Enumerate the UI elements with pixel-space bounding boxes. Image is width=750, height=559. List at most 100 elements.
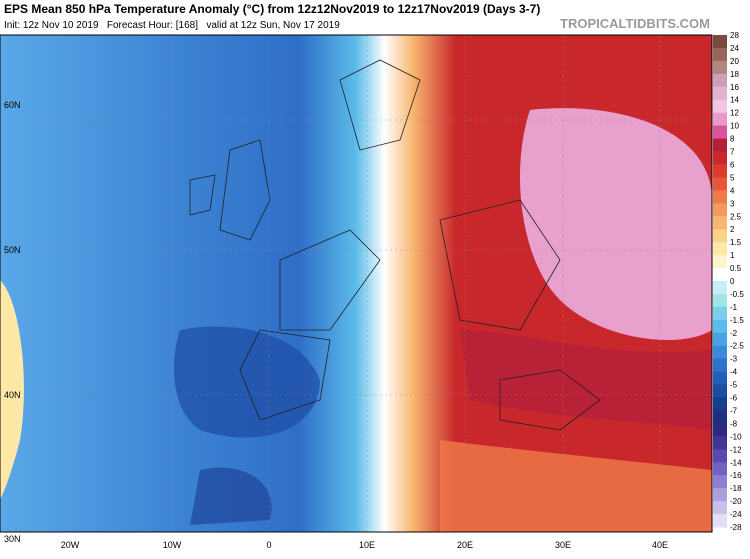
colorbar-label: 5	[730, 173, 735, 182]
colorbar-label: -12	[730, 445, 742, 454]
colorbar-label: -1.5	[730, 316, 744, 325]
cold-core	[174, 326, 320, 438]
colorbar-label: -10	[730, 432, 742, 441]
colorbar-swatch	[713, 86, 727, 101]
colorbar-swatch	[713, 293, 727, 308]
colorbar-swatch	[713, 475, 727, 489]
colorbar-swatch	[713, 125, 727, 140]
colorbar-swatch	[713, 216, 727, 230]
colorbar-label: -16	[730, 471, 742, 480]
colorbar-swatch	[713, 488, 727, 502]
colorbar-swatch	[713, 384, 727, 399]
colorbar-swatch	[713, 255, 727, 269]
lon-label: 10W	[163, 540, 182, 550]
colorbar-label: 28	[730, 31, 739, 40]
colorbar-label: 3	[730, 199, 735, 208]
colorbar-swatch	[713, 35, 727, 49]
lon-label: 20E	[457, 540, 473, 550]
colorbar-swatch	[713, 229, 727, 243]
colorbar-label: -2	[730, 329, 738, 338]
colorbar-label: 20	[730, 57, 739, 66]
title: EPS Mean 850 hPa Temperature Anomaly (°C…	[4, 2, 540, 16]
colorbar-swatch	[713, 514, 727, 528]
colorbar-label: -6	[730, 394, 738, 403]
colorbar-label: 4	[730, 186, 735, 195]
lon-label: 10E	[359, 540, 375, 550]
colorbar-label: -18	[730, 484, 742, 493]
colorbar-label: -3	[730, 355, 738, 364]
map	[0, 34, 713, 533]
colorbar-swatch	[713, 449, 727, 463]
colorbar-swatch	[713, 501, 727, 515]
colorbar-label: 0	[730, 277, 735, 286]
colorbar-swatch	[713, 73, 727, 88]
cold-core	[190, 467, 272, 525]
colorbar-label: -4	[730, 368, 738, 377]
colorbar-label: 18	[730, 70, 739, 79]
lat-label: 60N	[4, 100, 21, 110]
colorbar-label: 8	[730, 135, 735, 144]
colorbar-swatch	[713, 177, 727, 191]
colorbar-swatch	[713, 138, 727, 153]
colorbar-label: 2.5	[730, 212, 742, 221]
colorbar-label: 1.5	[730, 238, 742, 247]
colorbar-label: -1	[730, 303, 738, 312]
colorbar-swatch	[713, 60, 727, 75]
colorbar-label: -5	[730, 381, 738, 390]
anomaly-band	[460, 330, 712, 430]
colorbar-label: -24	[730, 510, 742, 519]
colorbar-swatch	[713, 281, 727, 295]
lon-label: 40E	[652, 540, 668, 550]
brand: TROPICALTIDBITS.COM	[560, 16, 710, 31]
map-frame	[0, 34, 713, 533]
colorbar-swatch	[713, 371, 727, 386]
colorbar-swatch	[713, 99, 727, 114]
colorbar-swatch	[713, 410, 727, 424]
lon-label: 30E	[555, 540, 571, 550]
colorbar-label: 1	[730, 251, 735, 260]
colorbar-swatch	[713, 423, 727, 437]
colorbar-swatch	[713, 190, 727, 204]
colorbar-swatch	[713, 306, 727, 321]
colorbar-label: 2	[730, 225, 735, 234]
colorbar-label: -28	[730, 523, 742, 532]
colorbar: 28 24 20 18 16 14 12 10 8 7 6 5 4 3 2.5 2 1.5 1 0.5 0 -0.5 -1…	[713, 31, 744, 532]
colorbar-swatch	[713, 345, 727, 360]
colorbar-swatch	[713, 112, 727, 127]
lat-label: 50N	[4, 245, 21, 255]
colorbar-label: 7	[730, 148, 735, 157]
colorbar-swatch	[713, 242, 727, 256]
colorbar-swatch	[713, 436, 727, 450]
subtitle: Init: 12z Nov 10 2019 Forecast Hour: [16…	[4, 20, 340, 31]
lon-label: 0	[266, 540, 271, 550]
lon-label: 20W	[61, 540, 80, 550]
anomaly-south	[440, 440, 712, 532]
colorbar-label: -7	[730, 406, 738, 415]
coastline	[189, 59, 601, 431]
axis-labels: 60N 50N 40N 30N 20W 10W 0 10E 20E 30E 40E	[4, 100, 668, 550]
lat-label: 40N	[4, 390, 21, 400]
colorbar-label: 14	[730, 96, 739, 105]
anomaly-max	[520, 108, 712, 340]
colorbar-label: -2.5	[730, 342, 744, 351]
colorbar-swatch	[713, 319, 727, 334]
colorbar-label: 12	[730, 109, 739, 118]
colorbar-swatch	[713, 164, 727, 178]
colorbar-swatch	[713, 332, 727, 347]
colorbar-swatch	[713, 203, 727, 217]
colorbar-label: 16	[730, 83, 739, 92]
warm-patch	[0, 280, 24, 500]
colorbar-swatch	[713, 151, 727, 165]
colorbar-swatch	[713, 462, 727, 476]
colorbar-label: -14	[730, 458, 742, 467]
colorbar-swatch	[713, 397, 727, 411]
graticule	[40, 35, 712, 532]
colorbar-swatch	[713, 358, 727, 373]
colorbar-label: 6	[730, 160, 735, 169]
colorbar-label: -8	[730, 419, 738, 428]
colorbar-swatch	[713, 47, 727, 62]
colorbar-label: -20	[730, 497, 742, 506]
colorbar-label: 0.5	[730, 264, 742, 273]
colorbar-label: -0.5	[730, 290, 744, 299]
